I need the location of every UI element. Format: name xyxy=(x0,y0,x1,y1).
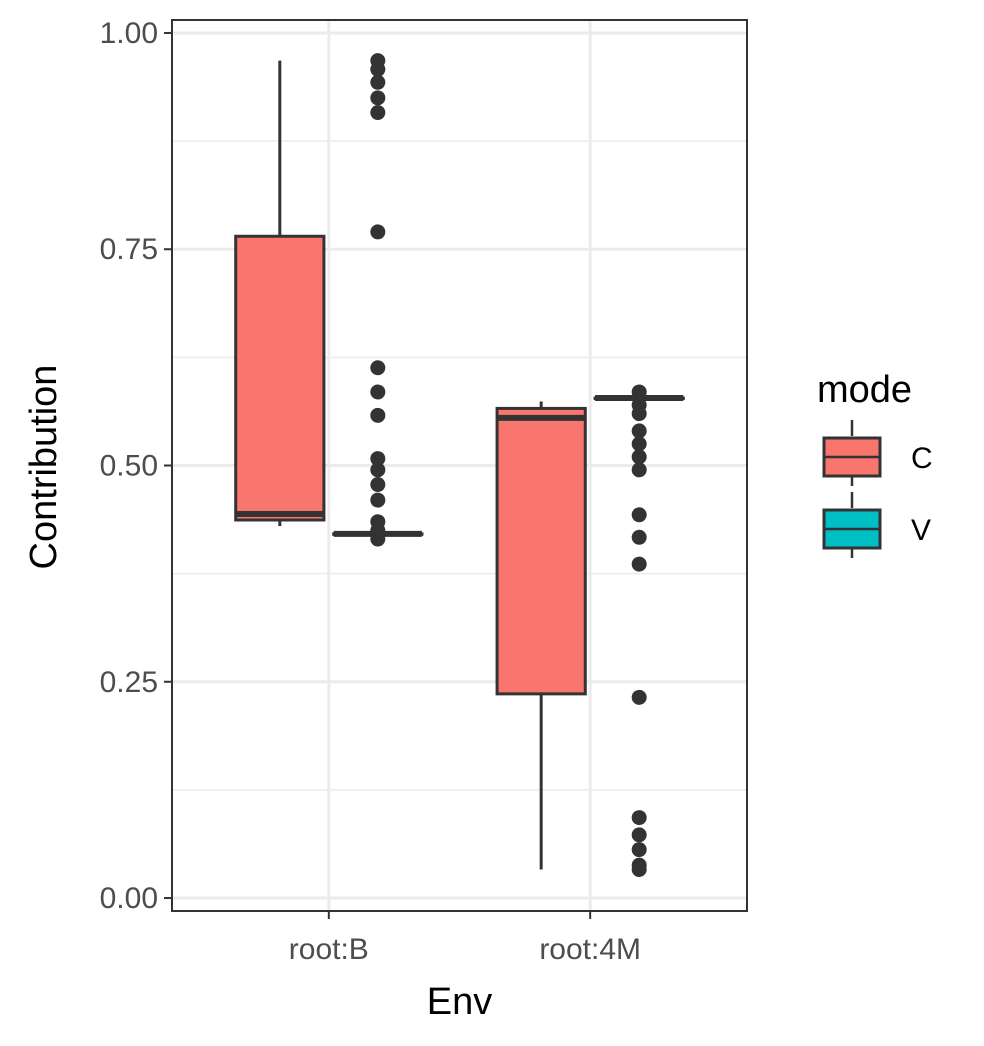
legend-title: mode xyxy=(817,369,912,411)
outlier-point xyxy=(631,842,647,858)
outlier-point xyxy=(631,462,647,478)
outlier-point xyxy=(370,451,386,467)
outlier-point xyxy=(631,423,647,439)
box-V-root:B xyxy=(332,53,424,547)
legend-key-V: V xyxy=(822,492,931,558)
outlier-point xyxy=(370,224,386,240)
outlier-point xyxy=(631,810,647,826)
boxes xyxy=(234,53,685,877)
x-tick-label: root:B xyxy=(289,933,369,966)
outlier-point xyxy=(370,384,386,400)
outlier-point xyxy=(631,529,647,545)
legend-keys: CV xyxy=(822,420,933,558)
outlier-point xyxy=(631,449,647,465)
y-tick-label: 0.50 xyxy=(100,450,158,483)
outlier-point xyxy=(631,507,647,523)
outlier-point xyxy=(631,384,647,400)
outlier-point xyxy=(370,74,386,90)
box-V-root:4M xyxy=(593,384,685,877)
panel xyxy=(171,19,748,912)
legend-label: V xyxy=(911,514,931,547)
outlier-point xyxy=(370,462,386,478)
outlier-point xyxy=(370,407,386,423)
y-tick-label: 0.00 xyxy=(100,882,158,915)
outlier-point xyxy=(631,406,647,422)
y-axis-title: Contribution xyxy=(23,365,65,570)
y-tick-label: 0.75 xyxy=(100,233,158,266)
outlier-point xyxy=(631,827,647,843)
outlier-point xyxy=(370,105,386,121)
legend-key-C: C xyxy=(822,420,933,486)
legend-label: C xyxy=(911,442,933,475)
x-axis-title: Env xyxy=(427,981,492,1023)
box-iqr xyxy=(234,234,326,522)
box-C-root:4M xyxy=(495,401,587,870)
outlier-point xyxy=(631,436,647,452)
box-C-root:B xyxy=(234,60,326,527)
outlier-point xyxy=(370,477,386,493)
outlier-point xyxy=(370,61,386,77)
outlier-point xyxy=(370,492,386,508)
outlier-point xyxy=(370,360,386,376)
outlier-point xyxy=(631,689,647,705)
legend: mode CV xyxy=(817,369,933,558)
box-iqr xyxy=(495,406,587,696)
x-tick-label: root:4M xyxy=(539,933,641,966)
outlier-point xyxy=(631,556,647,572)
y-tick-label: 0.25 xyxy=(100,666,158,699)
outlier-point xyxy=(370,90,386,106)
outlier-point xyxy=(370,531,386,547)
axes: 0.00 0.25 0.50 0.75 1.00 root:B root:4M xyxy=(100,17,641,966)
outlier-point xyxy=(631,861,647,877)
y-tick-label: 1.00 xyxy=(100,17,158,50)
